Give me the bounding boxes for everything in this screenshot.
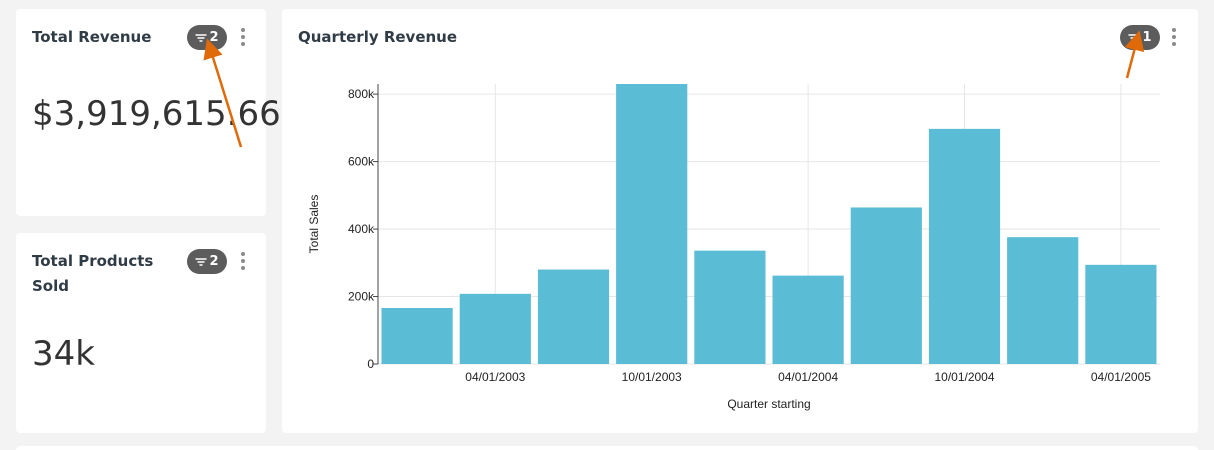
bar	[1085, 264, 1157, 364]
x-tick-label: 10/01/2003	[622, 370, 682, 384]
bar	[772, 275, 844, 364]
kebab-menu-icon[interactable]	[239, 252, 247, 270]
card-title: Total Products Sold	[32, 249, 153, 299]
x-axis-title: Quarter starting	[727, 397, 810, 411]
bar	[537, 269, 610, 364]
x-tick-label: 10/01/2004	[934, 370, 994, 384]
filter-count: 2	[209, 254, 219, 269]
filter-icon	[195, 33, 208, 43]
y-tick-label: 400k	[348, 222, 375, 236]
chart-title: Quarterly Revenue	[298, 28, 458, 46]
total-products-card: Total Products Sold 2 34k	[16, 233, 266, 433]
y-tick-label: 200k	[348, 290, 375, 304]
next-card-edge	[16, 446, 1198, 450]
bar	[928, 128, 1001, 364]
bar	[381, 308, 453, 364]
bar	[459, 293, 531, 364]
x-tick-label: 04/01/2004	[778, 370, 838, 384]
x-tick-label: 04/01/2005	[1091, 370, 1151, 384]
y-tick-label: 800k	[348, 87, 375, 101]
card-title: Total Revenue	[32, 28, 152, 46]
filter-icon	[195, 257, 208, 267]
card-title-line-1: Total Products	[32, 252, 154, 270]
filter-badge[interactable]: 2	[187, 249, 227, 274]
bar	[616, 84, 688, 364]
filter-count: 1	[1142, 30, 1152, 45]
card-title-line-2: Sold	[32, 277, 69, 295]
bar	[1007, 237, 1079, 364]
kebab-menu-icon[interactable]	[239, 28, 247, 46]
kebab-menu-icon[interactable]	[1170, 28, 1178, 46]
bar	[694, 250, 766, 364]
y-tick-label: 0	[367, 357, 374, 371]
y-axis-title: Total Sales	[307, 195, 321, 254]
bar	[850, 207, 922, 364]
metric-value: 34k	[32, 334, 95, 374]
y-tick-label: 600k	[348, 155, 375, 169]
filter-count: 2	[209, 30, 219, 45]
x-tick-label: 04/01/2003	[465, 370, 525, 384]
